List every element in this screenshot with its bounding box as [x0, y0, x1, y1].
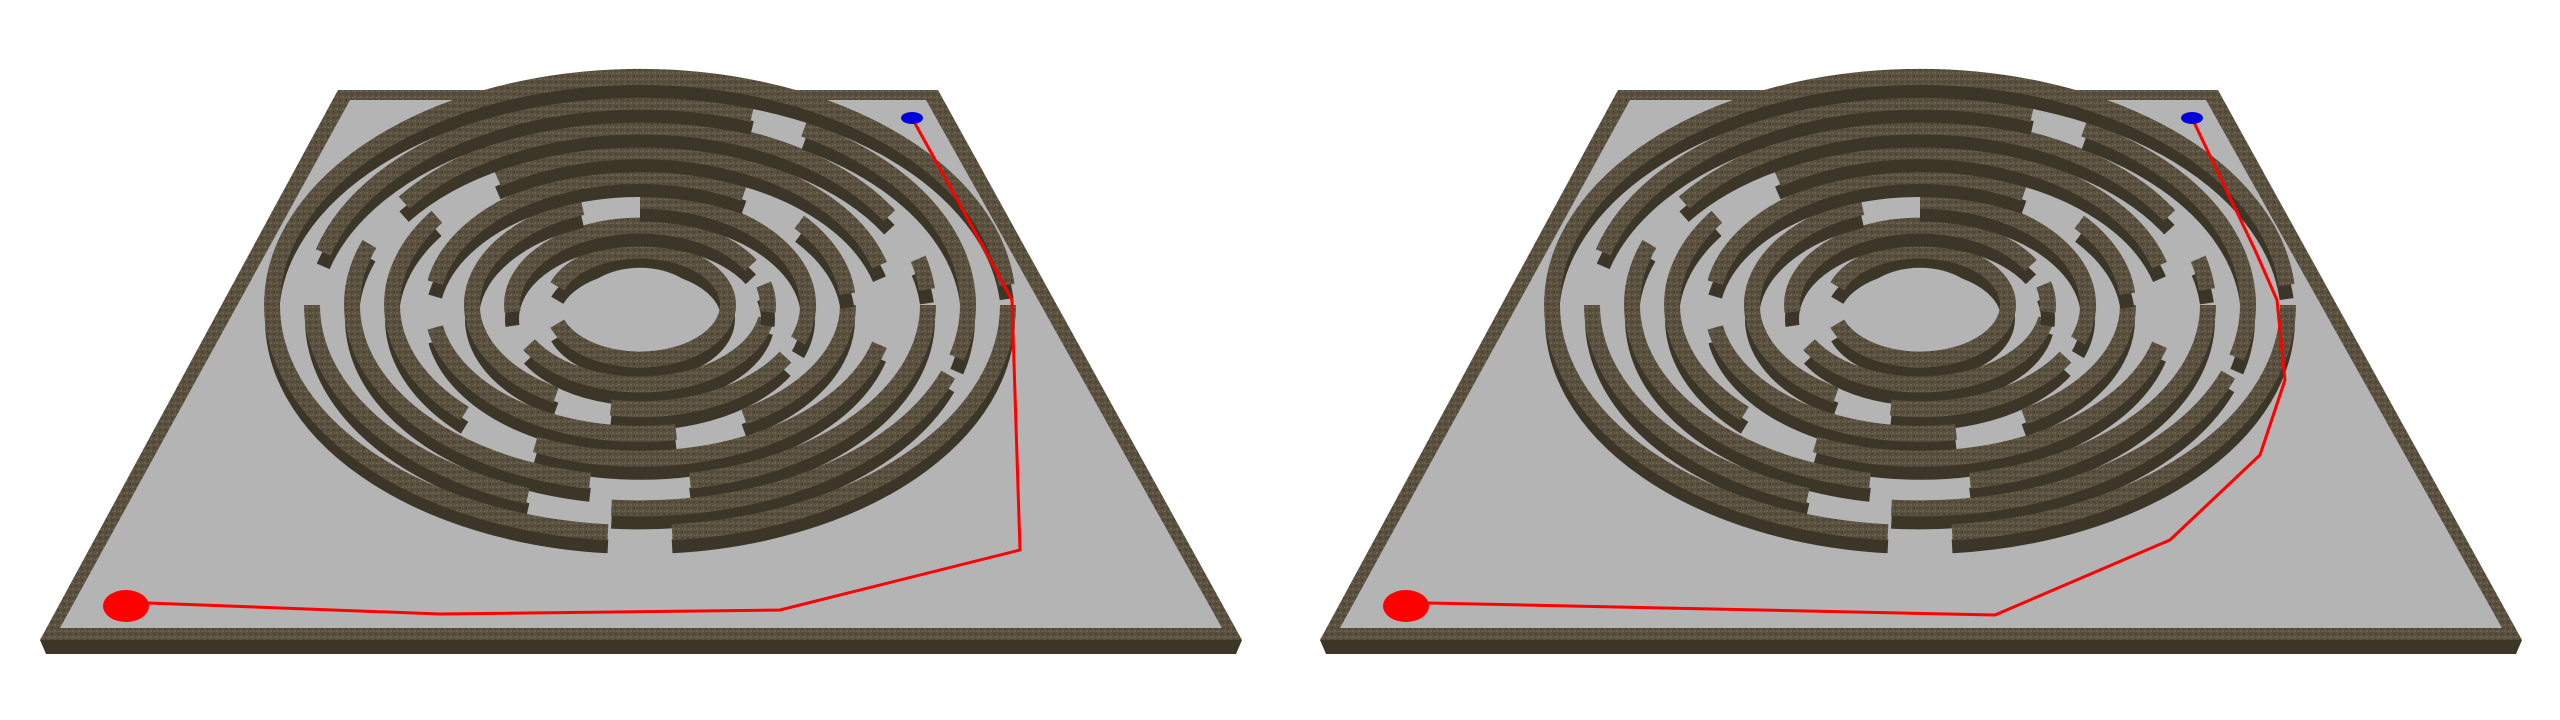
blue-goal-marker — [2181, 112, 2203, 124]
maze-wall — [639, 192, 816, 345]
maze-wall — [2074, 215, 2136, 296]
maze-wall — [609, 351, 792, 418]
maze-wall — [1812, 341, 2167, 467]
maze-wall — [1803, 316, 2054, 393]
maze-wall — [1584, 304, 1810, 504]
maze-wall-side — [316, 108, 754, 270]
maze-wall — [494, 143, 887, 269]
maze-wall-side — [1890, 366, 2071, 431]
maze-wall — [398, 118, 896, 222]
blue-goal-marker — [901, 112, 923, 124]
maze-wall — [689, 304, 936, 489]
maze-wall — [264, 68, 1015, 541]
maze-wall-side — [1775, 158, 2166, 282]
maze-center — [1860, 267, 1980, 343]
maze-wall — [1830, 242, 2016, 368]
maze-wall — [2021, 304, 2136, 425]
maze-wall-side — [1596, 108, 2034, 270]
maze-wall-side — [1708, 183, 2027, 299]
maze-wall — [1678, 118, 2176, 222]
maze-rings — [264, 68, 1016, 554]
maze-wall — [532, 341, 887, 467]
maze-wall-side — [1891, 385, 2235, 530]
maze-wall-side — [1679, 133, 2175, 235]
red-start-marker — [103, 590, 149, 622]
maze-wall — [504, 217, 757, 314]
maze-wall — [1707, 325, 1957, 442]
maze-wall — [464, 199, 585, 403]
maze-wall — [1889, 351, 2072, 418]
maze-rings — [1544, 68, 2296, 554]
maze-wall — [756, 281, 776, 314]
maze-wall — [1919, 192, 2096, 345]
maze-center — [580, 267, 700, 343]
maze-wall — [610, 370, 956, 517]
maze-wall — [794, 215, 856, 296]
maze-wall — [1951, 304, 2296, 541]
maze-wall-side — [1708, 339, 1957, 455]
maze-wall — [384, 210, 469, 421]
maze-wall — [1595, 93, 2034, 256]
maze-wall-side — [610, 366, 791, 431]
maze-wall-side — [1803, 330, 2053, 406]
maze-wall — [344, 239, 591, 489]
maze-panel-right — [1280, 0, 2560, 720]
maze-wall-side — [1813, 356, 2166, 480]
board-rim-bottom — [1320, 640, 2522, 654]
maze-wall-side — [399, 133, 895, 235]
maze-wall — [910, 255, 935, 291]
maze-wall — [1624, 239, 1871, 489]
maze-wall-side — [611, 385, 955, 530]
maze-wall-side — [1545, 83, 2294, 554]
maze-wall — [1707, 168, 2027, 285]
maze-wall — [801, 121, 976, 361]
board-rim-bottom — [40, 640, 1242, 654]
maze-wall — [427, 325, 677, 442]
maze-wall-side — [533, 356, 886, 480]
maze-wall-side — [428, 339, 677, 455]
maze-wall — [550, 242, 736, 368]
maze-scene-left — [40, 68, 1242, 654]
maze-wall — [1890, 370, 2236, 517]
maze-wall-side — [495, 158, 886, 282]
maze-wall-side — [265, 83, 1014, 554]
maze-wall-side — [428, 183, 747, 299]
maze-wall — [523, 316, 774, 393]
maze-wall — [2081, 121, 2256, 361]
maze-wall — [2036, 281, 2056, 314]
solution-path — [1427, 117, 2287, 617]
maze-wall-side — [523, 330, 773, 406]
maze-wall — [1744, 199, 1865, 403]
maze-wall — [671, 304, 1016, 541]
maze-panel-left — [40, 68, 1242, 654]
maze-wall — [1969, 304, 2216, 489]
maze-wall — [1544, 68, 2295, 541]
maze-wall — [427, 168, 747, 285]
maze-wall — [315, 93, 754, 256]
maze-wall — [1664, 210, 1749, 421]
solution-path — [147, 117, 1022, 616]
maze-wall — [1784, 217, 2037, 314]
maze-wall — [304, 304, 530, 504]
maze-wall — [741, 304, 856, 425]
maze-wall — [2190, 255, 2215, 291]
maze-wall — [1774, 143, 2167, 269]
red-start-marker — [1383, 590, 1429, 622]
maze-scene-right — [1320, 68, 2522, 654]
